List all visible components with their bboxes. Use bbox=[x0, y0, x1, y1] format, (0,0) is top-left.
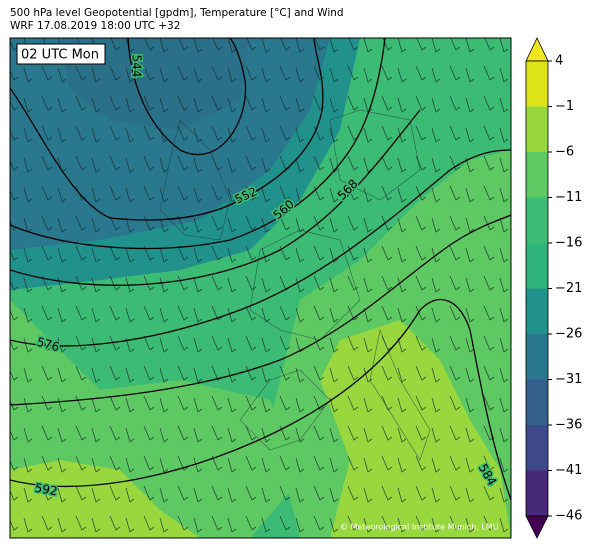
time-label-box bbox=[16, 43, 106, 65]
contour-line bbox=[127, 38, 247, 156]
map: © Meteorological Institute Munich, LMU bbox=[10, 38, 511, 538]
contour-line bbox=[10, 109, 421, 286]
wind-barbs bbox=[10, 38, 511, 538]
contour-label: 544 bbox=[130, 55, 144, 78]
colorbar-band bbox=[526, 106, 548, 153]
colorbar-band bbox=[526, 334, 548, 380]
colorbar-tick-label: −31 bbox=[555, 372, 582, 387]
contour-line bbox=[10, 38, 324, 221]
credit: © Meteorological Institute Munich, LMU bbox=[340, 523, 499, 532]
title: 500 hPa level Geopotential [gpdm], Tempe… bbox=[10, 7, 344, 19]
time-label: 02 UTC Mon bbox=[21, 48, 99, 63]
colorbar-tick-label: −11 bbox=[555, 190, 582, 205]
contour-label: 592 bbox=[34, 481, 59, 499]
colorbar-tick-label: −26 bbox=[555, 327, 582, 342]
colorbar-tick-label: −1 bbox=[555, 99, 574, 114]
contour-line bbox=[10, 214, 511, 406]
colorbar: 4 −1 −6 −11 −16 −21 −26 −31 −36 −41 −46 bbox=[525, 37, 582, 539]
colorbar-tick-label: −6 bbox=[555, 145, 574, 160]
colorbar-tick-label: −41 bbox=[555, 463, 582, 478]
colorbar-band bbox=[526, 243, 548, 289]
colorbar-tick-label: −16 bbox=[555, 236, 582, 251]
colorbar-band bbox=[526, 152, 548, 198]
colorbar-band bbox=[526, 470, 548, 517]
contour-line bbox=[10, 299, 511, 501]
colorbar-band bbox=[526, 61, 548, 107]
colorbar-tick-label: −46 bbox=[555, 509, 582, 524]
colorbar-tick-label: 4 bbox=[555, 54, 563, 69]
colorbar-extension bbox=[525, 515, 549, 539]
subtitle: WRF 17.08.2019 18:00 UTC +32 bbox=[10, 20, 180, 32]
colorbar-extension bbox=[525, 37, 549, 62]
colorbar-band bbox=[526, 425, 548, 471]
colorbar-band bbox=[526, 379, 548, 426]
contour-line bbox=[10, 149, 511, 347]
colorbar-tick-label: −36 bbox=[555, 418, 582, 433]
colorbar-band bbox=[526, 197, 548, 244]
contour-line bbox=[10, 38, 386, 250]
map-frame bbox=[9, 37, 512, 539]
colorbar-tick-label: −21 bbox=[555, 281, 582, 296]
colorbar-band bbox=[526, 288, 548, 335]
coastlines bbox=[159, 109, 431, 461]
